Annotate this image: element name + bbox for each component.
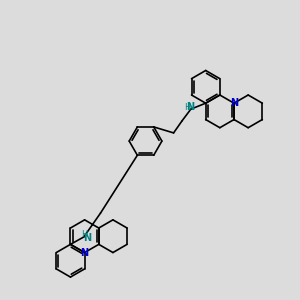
Text: H: H (81, 230, 87, 239)
Text: N: N (187, 102, 195, 112)
Text: N: N (83, 232, 91, 242)
Text: H: H (184, 103, 190, 112)
Text: N: N (230, 98, 238, 108)
Text: N: N (80, 248, 89, 257)
